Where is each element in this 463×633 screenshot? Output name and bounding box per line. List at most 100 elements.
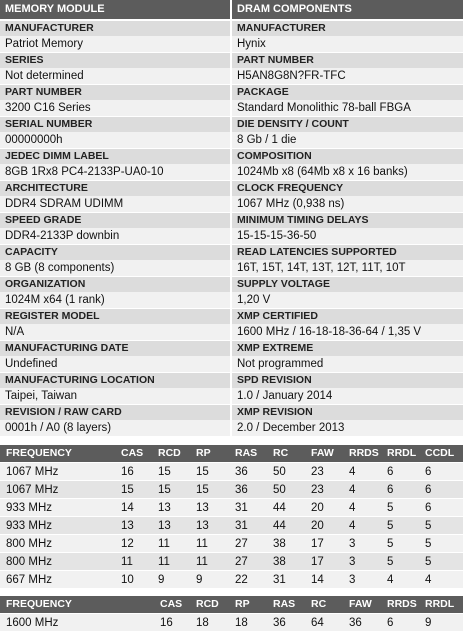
table-cell: 3 [349,556,356,568]
column-header: FAW [311,447,334,459]
table-cell: 11 [196,538,208,550]
field-label: MINIMUM TIMING DELAYS [232,213,463,228]
table-cell: 36 [235,466,248,478]
field-label: SERIES [0,53,230,68]
field-value: DDR4 SDRAM UDIMM [0,196,230,212]
field-value: 1600 MHz / 16-18-18-36-64 / 1,35 V [232,324,463,340]
table-cell: 12 [121,538,134,550]
table-cell: 4 [349,484,356,496]
column-header: RRDS [387,598,417,610]
table-cell: 667 MHz [6,574,53,586]
table-cell: 17 [311,556,324,568]
table-cell: 13 [158,520,171,532]
table-cell: 10 [121,574,134,586]
field-label: SPEED GRADE [0,213,230,228]
field-label: SPD REVISION [232,373,463,388]
table-cell: 1067 MHz [6,466,59,478]
table-cell: 50 [273,466,286,478]
field-value: 1024Mb x8 (64Mb x8 x 16 banks) [232,164,463,180]
section-header: MEMORY MODULE [0,0,230,19]
field-value: 1.0 / January 2014 [232,388,463,404]
table-row [0,553,463,570]
field-label: MANUFACTURER [232,21,463,36]
field-label: REVISION / RAW CARD [0,405,230,420]
table-row [0,463,463,480]
table-cell: 6 [387,617,394,629]
table-cell: 5 [387,502,394,514]
column-header: FREQUENCY [6,598,72,610]
table-cell: 27 [235,538,248,550]
table-cell: 16 [160,617,173,629]
table-cell: 1067 MHz [6,484,59,496]
table-cell: 22 [235,574,248,586]
table-cell: 5 [425,520,432,532]
table-cell: 23 [311,466,324,478]
table-cell: 13 [196,502,209,514]
field-label: JEDEC DIMM LABEL [0,149,230,164]
table-cell: 11 [121,556,133,568]
field-label: XMP REVISION [232,405,463,420]
column-header: RRDS [349,447,379,459]
table-cell: 20 [311,502,324,514]
column-header: RCD [196,598,219,610]
field-label: READ LATENCIES SUPPORTED [232,245,463,260]
table-cell: 933 MHz [6,520,53,532]
table-cell: 36 [349,617,362,629]
table-cell: 933 MHz [6,502,53,514]
table-cell: 14 [121,502,134,514]
column-header: RP [196,447,211,459]
field-value: 2.0 / December 2013 [232,420,463,436]
table-cell: 800 MHz [6,538,53,550]
table-cell: 5 [387,538,394,550]
table-cell: 6 [387,484,394,496]
table-cell: 4 [387,574,394,586]
field-label: CLOCK FREQUENCY [232,181,463,196]
field-label: PACKAGE [232,85,463,100]
table-header-bar [0,445,463,462]
table-cell: 64 [311,617,324,629]
table-cell: 1600 MHz [6,617,59,629]
field-value: 8 Gb / 1 die [232,132,463,148]
column-header: CAS [121,447,144,459]
field-label: CAPACITY [0,245,230,260]
table-cell: 18 [235,617,248,629]
table-row [0,571,463,588]
table-row [0,499,463,516]
table-header-bar [0,596,463,613]
section-header: DRAM COMPONENTS [232,0,463,19]
field-value: 8 GB (8 components) [0,260,230,276]
field-value: 15-15-15-36-50 [232,228,463,244]
table-cell: 6 [425,502,432,514]
table-cell: 16 [121,466,134,478]
table-cell: 4 [349,466,356,478]
table-cell: 36 [273,617,286,629]
column-header: FREQUENCY [6,447,72,459]
field-label: MANUFACTURER [0,21,230,36]
table-cell: 31 [235,520,248,532]
table-cell: 5 [425,538,432,550]
column-header: RCD [158,447,181,459]
table-cell: 18 [196,617,209,629]
table-cell: 3 [349,538,356,550]
table-cell: 44 [273,520,286,532]
table-row [0,535,463,552]
field-label: COMPOSITION [232,149,463,164]
table-cell: 9 [196,574,203,586]
table-cell: 14 [311,574,324,586]
field-value: 1024M x64 (1 rank) [0,292,230,308]
column-header: RRDL [387,447,417,459]
field-label: ORGANIZATION [0,277,230,292]
table-cell: 31 [235,502,248,514]
table-cell: 31 [273,574,286,586]
field-value: Patriot Memory [0,36,230,52]
field-label: PART NUMBER [232,53,463,68]
field-value: Not programmed [232,356,463,372]
table-cell: 5 [387,520,394,532]
column-header: RAS [235,447,258,459]
table-cell: 17 [311,538,324,550]
table-cell: 23 [311,484,324,496]
column-header: FAW [349,598,372,610]
field-value: 8GB 1Rx8 PC4-2133P-UA0-10 [0,164,230,180]
field-label: MANUFACTURING LOCATION [0,373,230,388]
field-label: REGISTER MODEL [0,309,230,324]
